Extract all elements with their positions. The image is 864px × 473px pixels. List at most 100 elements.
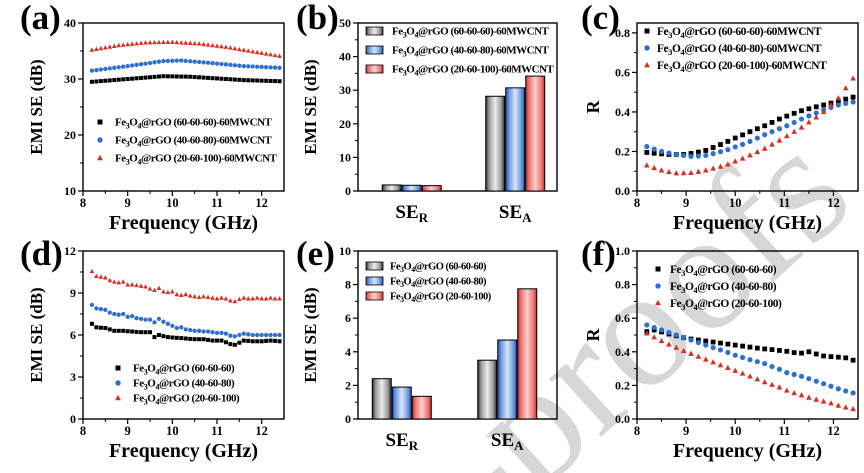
svg-text:10: 10 [64, 184, 76, 198]
svg-text:6: 6 [345, 311, 351, 325]
svg-text:Fe3O4@rGO (60-60-60): Fe3O4@rGO (60-60-60) [133, 363, 235, 377]
panel-label-c: (c) [581, 0, 620, 37]
panel-e: (e) 0 2 4 6 8 10 SER SEA Fe3O4@rGO (60-60-60) Fe3… [290, 234, 575, 473]
panel-label-d: (d) [20, 234, 63, 273]
svg-text:12: 12 [64, 244, 76, 258]
svg-text:0.6: 0.6 [615, 311, 630, 325]
panel-d: (d) 0 3 6 9 12 8 9 10 11 12 Frequency (GHz) Fe3O4@r… [0, 234, 290, 473]
svg-text:R: R [583, 100, 603, 114]
svg-text:8: 8 [80, 196, 86, 210]
svg-text:20: 20 [339, 117, 351, 131]
chart-c: 0.0 0.2 0.4 0.6 0.8 8 9 10 11 12 Frequency (GHz) Fe… [575, 0, 864, 236]
svg-text:Fe3O4@rGO (60-60-60): Fe3O4@rGO (60-60-60) [390, 262, 487, 275]
svg-text:9: 9 [70, 286, 76, 300]
chart-canvas-f: 0.0 0.2 0.4 0.6 0.8 1.0 8 9 10 11 12 Frequency (GHz… [583, 244, 859, 462]
svg-text:0.4: 0.4 [615, 345, 630, 359]
svg-text:10: 10 [339, 244, 351, 258]
svg-text:EMI SE (dB): EMI SE (dB) [27, 59, 46, 154]
svg-text:Frequency (GHz): Frequency (GHz) [673, 440, 822, 462]
svg-text:R: R [583, 328, 603, 342]
svg-text:SER: SER [385, 430, 418, 453]
svg-text:0.0: 0.0 [615, 184, 630, 198]
svg-text:11: 11 [211, 196, 223, 210]
panel-label-f: (f) [581, 234, 616, 273]
chart-canvas-d: 0 3 6 9 12 8 9 10 11 12 Frequency (GHz) Fe3O4@rGO (… [27, 244, 285, 462]
svg-text:10: 10 [729, 424, 742, 438]
svg-text:50: 50 [339, 16, 351, 30]
panel-label-a: (a) [20, 0, 61, 37]
chart-canvas-b: 0 10 20 30 40 50 SER SEA Fe3O4@rGO (60-60-60)-60… [301, 16, 558, 225]
svg-text:Fe3O4@rGO (40-60-80): Fe3O4@rGO (40-60-80) [390, 277, 487, 290]
svg-text:0: 0 [345, 412, 351, 426]
panel-c: (c) 0.0 0.2 0.4 0.6 0.8 8 9 10 11 12 Frequency (GH… [575, 0, 864, 236]
svg-text:Fe3O4@rGO (20-60-100)-60MWCNT: Fe3O4@rGO (20-60-100)-60MWCNT [657, 60, 827, 74]
svg-text:11: 11 [778, 196, 790, 210]
svg-text:3: 3 [70, 370, 76, 384]
svg-text:0.4: 0.4 [615, 105, 630, 119]
panel-b: (b) 0 10 20 30 40 50 SER SEA Fe3O4@rGO (60-60-60… [290, 0, 575, 236]
svg-text:9: 9 [683, 196, 689, 210]
svg-text:6: 6 [70, 328, 76, 342]
svg-text:8: 8 [634, 424, 640, 438]
svg-text:30: 30 [64, 72, 76, 86]
svg-text:10: 10 [166, 196, 179, 210]
svg-text:40: 40 [64, 16, 76, 30]
svg-text:10: 10 [166, 424, 179, 438]
svg-text:4: 4 [345, 345, 351, 359]
svg-text:9: 9 [683, 424, 689, 438]
svg-text:Fe3O4@rGO (40-60-80): Fe3O4@rGO (40-60-80) [133, 378, 235, 392]
svg-text:Fe3O4@rGO (20-60-100): Fe3O4@rGO (20-60-100) [390, 292, 492, 305]
svg-text:10: 10 [729, 196, 742, 210]
svg-text:Fe3O4@rGO (60-60-60)-60MWCNT: Fe3O4@rGO (60-60-60)-60MWCNT [657, 26, 822, 40]
panel-f: (f) 0.0 0.2 0.4 0.6 0.8 1.0 8 9 10 11 12 Frequency … [575, 234, 864, 473]
svg-text:Fe3O4@rGO (60-60-60)-60MWCNT: Fe3O4@rGO (60-60-60)-60MWCNT [392, 26, 550, 40]
svg-text:0.8: 0.8 [615, 26, 630, 40]
svg-text:Fe3O4@rGO (20-60-100)-60MWCNT: Fe3O4@rGO (20-60-100)-60MWCNT [392, 64, 555, 78]
chart-f: 0.0 0.2 0.4 0.6 0.8 1.0 8 9 10 11 12 Frequency (GHz… [575, 236, 864, 473]
panel-a: (a) 10 20 30 40 8 9 10 11 12 Frequency (GHz) Fe3O4… [0, 0, 290, 236]
panel-label-b: (b) [296, 0, 339, 37]
svg-text:2: 2 [345, 378, 351, 392]
chart-d: 0 3 6 9 12 8 9 10 11 12 Frequency (GHz) Fe3O4@rGO (… [0, 236, 290, 473]
svg-text:11: 11 [211, 424, 223, 438]
svg-text:EMI SE (dB): EMI SE (dB) [301, 287, 320, 382]
svg-text:SEA: SEA [499, 202, 532, 225]
svg-text:0: 0 [345, 184, 351, 198]
svg-text:Fe3O4@rGO (40-60-80)-60MWCNT: Fe3O4@rGO (40-60-80)-60MWCNT [657, 43, 822, 57]
svg-text:Fe3O4@rGO (20-60-100): Fe3O4@rGO (20-60-100) [133, 393, 240, 407]
chart-b: 0 10 20 30 40 50 SER SEA Fe3O4@rGO (60-60-60)-60… [290, 0, 575, 236]
svg-text:8: 8 [634, 196, 640, 210]
chart-canvas-a: 10 20 30 40 8 9 10 11 12 Frequency (GHz) Fe3O4@rGO… [27, 16, 285, 234]
chart-canvas-c: 0.0 0.2 0.4 0.6 0.8 8 9 10 11 12 Frequency (GHz) Fe… [583, 22, 859, 234]
svg-text:Frequency (GHz): Frequency (GHz) [109, 440, 258, 462]
svg-text:0.2: 0.2 [615, 144, 630, 158]
svg-text:8: 8 [345, 278, 351, 292]
chart-a: 10 20 30 40 8 9 10 11 12 Frequency (GHz) Fe3O4@rGO… [0, 0, 290, 236]
svg-text:Fe3O4@rGO (20-60-100)-60MWCNT: Fe3O4@rGO (20-60-100)-60MWCNT [115, 153, 278, 167]
panel-label-e: (e) [296, 234, 335, 273]
svg-text:Frequency (GHz): Frequency (GHz) [109, 212, 258, 234]
svg-text:Fe3O4@rGO (60-60-60)-60MWCNT: Fe3O4@rGO (60-60-60)-60MWCNT [115, 117, 273, 131]
svg-text:30: 30 [339, 83, 351, 97]
svg-text:Fe3O4@rGO (60-60-60): Fe3O4@rGO (60-60-60) [670, 264, 777, 278]
svg-text:EMI SE (dB): EMI SE (dB) [301, 59, 320, 154]
svg-text:9: 9 [125, 424, 131, 438]
svg-text:SER: SER [395, 202, 428, 225]
svg-text:12: 12 [255, 196, 268, 210]
svg-text:10: 10 [339, 150, 351, 164]
svg-text:0: 0 [70, 412, 76, 426]
svg-text:8: 8 [80, 424, 86, 438]
svg-text:20: 20 [64, 128, 76, 142]
svg-text:Fe3O4@rGO (20-60-100): Fe3O4@rGO (20-60-100) [670, 298, 782, 312]
svg-text:12: 12 [255, 424, 268, 438]
svg-text:1.0: 1.0 [615, 244, 630, 258]
chart-canvas-e: 0 2 4 6 8 10 SER SEA Fe3O4@rGO (60-60-60) Fe3O4@r… [301, 244, 558, 453]
svg-text:Frequency (GHz): Frequency (GHz) [673, 212, 822, 234]
svg-text:12: 12 [827, 424, 840, 438]
svg-text:9: 9 [125, 196, 131, 210]
svg-text:12: 12 [827, 196, 840, 210]
svg-text:Fe3O4@rGO (40-60-80)-60MWCNT: Fe3O4@rGO (40-60-80)-60MWCNT [115, 135, 273, 149]
svg-text:0.8: 0.8 [615, 278, 630, 292]
svg-text:0.6: 0.6 [615, 65, 630, 79]
